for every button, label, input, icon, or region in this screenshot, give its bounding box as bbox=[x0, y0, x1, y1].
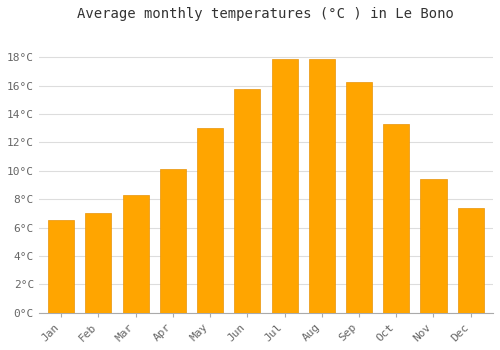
Bar bbox=[197, 128, 223, 313]
Bar bbox=[383, 124, 409, 313]
Bar bbox=[160, 169, 186, 313]
Bar bbox=[272, 59, 297, 313]
Bar bbox=[458, 208, 483, 313]
Bar bbox=[346, 82, 372, 313]
Bar bbox=[122, 195, 148, 313]
Bar bbox=[48, 220, 74, 313]
Bar bbox=[86, 214, 112, 313]
Title: Average monthly temperatures (°C ) in Le Bono: Average monthly temperatures (°C ) in Le… bbox=[78, 7, 454, 21]
Bar bbox=[234, 89, 260, 313]
Bar bbox=[308, 59, 335, 313]
Bar bbox=[420, 179, 446, 313]
